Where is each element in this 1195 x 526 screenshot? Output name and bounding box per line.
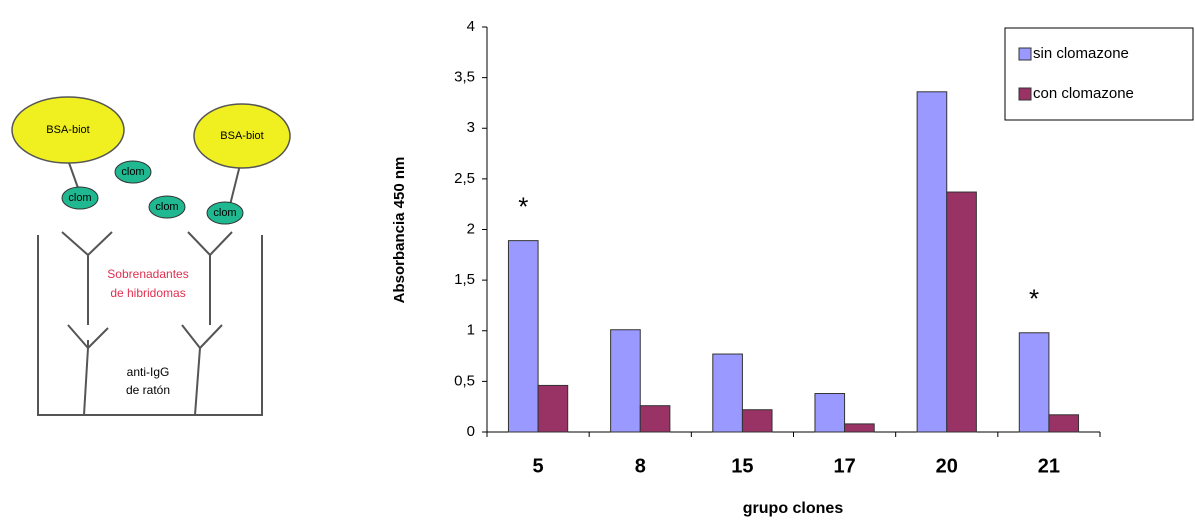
bar [1049,415,1079,432]
antibody [62,232,112,325]
link [68,160,78,188]
antigen-label: BSA-biot [220,130,263,142]
annotation: * [518,192,528,222]
bar [917,92,947,432]
bar [742,410,772,432]
capture-label: anti-IgG [127,365,170,379]
legend-swatch [1019,88,1031,100]
capture-label: de ratón [126,383,170,397]
legend-swatch [1019,48,1031,60]
y-tick-label: 2,5 [454,170,475,187]
bar [640,406,670,432]
y-tick-label: 4 [467,18,475,35]
supernatant-label: Sobrenadantes [107,267,188,281]
x-tick-label: 21 [1038,455,1060,477]
clom-label: clom [213,207,236,219]
bar [508,241,538,432]
y-tick-label: 0 [467,423,475,440]
x-tick-label: 17 [833,455,855,477]
legend-label: sin clomazone [1033,45,1129,62]
x-axis-label: grupo clones [743,500,844,517]
legend-box [1005,28,1193,120]
annotation: * [1029,284,1039,314]
antigen-label: BSA-biot [46,124,89,136]
x-tick-label: 5 [533,455,544,477]
y-tick-label: 0,5 [454,372,475,389]
link [230,165,240,205]
x-tick-label: 20 [936,455,958,477]
diagram: BSA-biot BSA-biot clom clom clom clom So… [12,97,290,415]
y-axis-label: Absorbancia 450 nm [391,157,408,304]
x-tick-label: 8 [635,455,646,477]
y-tick-label: 2 [467,220,475,237]
capture-antibody [182,325,222,415]
y-tick-label: 1 [467,322,475,339]
x-tick-label: 15 [731,455,753,477]
legend-label: con clomazone [1033,85,1134,102]
bar [1019,333,1049,432]
y-tick-label: 1,5 [454,271,475,288]
clom-label: clom [121,166,144,178]
page: BSA-biot BSA-biot clom clom clom clom So… [0,0,1195,521]
bar [538,385,568,432]
clom-label: clom [68,192,91,204]
chart: Absorbancia 450 nm grupo clones 0 0,5 1 1,5… [391,18,1193,517]
bar [713,354,743,432]
y-tick-label: 3,5 [454,69,475,86]
bar [815,394,845,432]
bar [845,424,875,432]
capture-antibody [68,325,108,415]
antibody [188,232,232,325]
clom-label: clom [155,201,178,213]
y-tick-label: 3 [467,119,475,136]
bar [947,192,977,432]
supernatant-label: de hibridomas [110,286,185,300]
bar [611,330,641,432]
